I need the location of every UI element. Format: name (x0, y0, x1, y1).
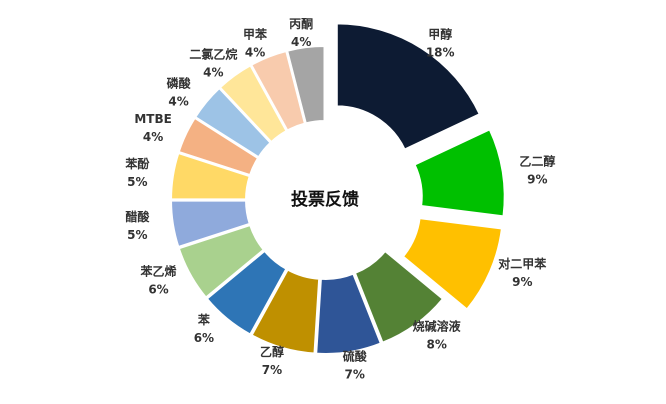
segment (170, 199, 251, 249)
value-label: 8% (426, 337, 446, 351)
segment (177, 116, 260, 177)
segment (315, 272, 383, 355)
segment (353, 249, 445, 345)
segment (249, 49, 307, 132)
segment (193, 86, 272, 159)
category-label: 甲苯 (243, 26, 268, 41)
category-label: 苯 (197, 312, 211, 327)
value-label: 6% (194, 331, 214, 345)
category-label: MTBE (134, 112, 171, 126)
category-label: 醋酸 (125, 209, 150, 224)
segment (250, 268, 321, 355)
segment (177, 223, 266, 299)
value-label: 6% (148, 282, 168, 296)
category-label: 苯酚 (124, 156, 150, 171)
center-label: 投票反馈 (291, 189, 359, 210)
segment (335, 22, 482, 151)
value-label: 4% (143, 130, 163, 144)
value-label: 4% (245, 45, 265, 59)
value-label: 7% (262, 363, 282, 377)
value-label: 4% (168, 94, 188, 108)
value-label: 18% (426, 45, 455, 59)
value-label: 5% (127, 228, 147, 242)
segment (170, 151, 251, 201)
category-label: 乙二醇 (519, 154, 555, 169)
segment (285, 45, 326, 125)
value-label: 9% (512, 275, 532, 289)
value-label: 4% (291, 35, 311, 49)
category-label: 磷酸 (167, 75, 192, 90)
segment (413, 127, 506, 218)
category-label: 丙酮 (289, 17, 313, 31)
segment (205, 249, 288, 336)
segment (401, 217, 504, 311)
category-label: 对二甲苯 (498, 256, 547, 271)
category-label: 二氯乙烷 (189, 47, 237, 62)
segment (218, 63, 288, 144)
category-label: 甲醇 (428, 26, 452, 41)
value-label: 5% (127, 175, 147, 189)
category-label: 乙醇 (260, 344, 284, 359)
value-label: 4% (203, 66, 223, 80)
category-label: 硫酸 (343, 348, 368, 363)
category-label: 苯乙烯 (139, 263, 176, 278)
value-label: 9% (527, 173, 547, 187)
category-label: 烧碱溶液 (413, 318, 461, 333)
value-label: 7% (345, 367, 365, 381)
